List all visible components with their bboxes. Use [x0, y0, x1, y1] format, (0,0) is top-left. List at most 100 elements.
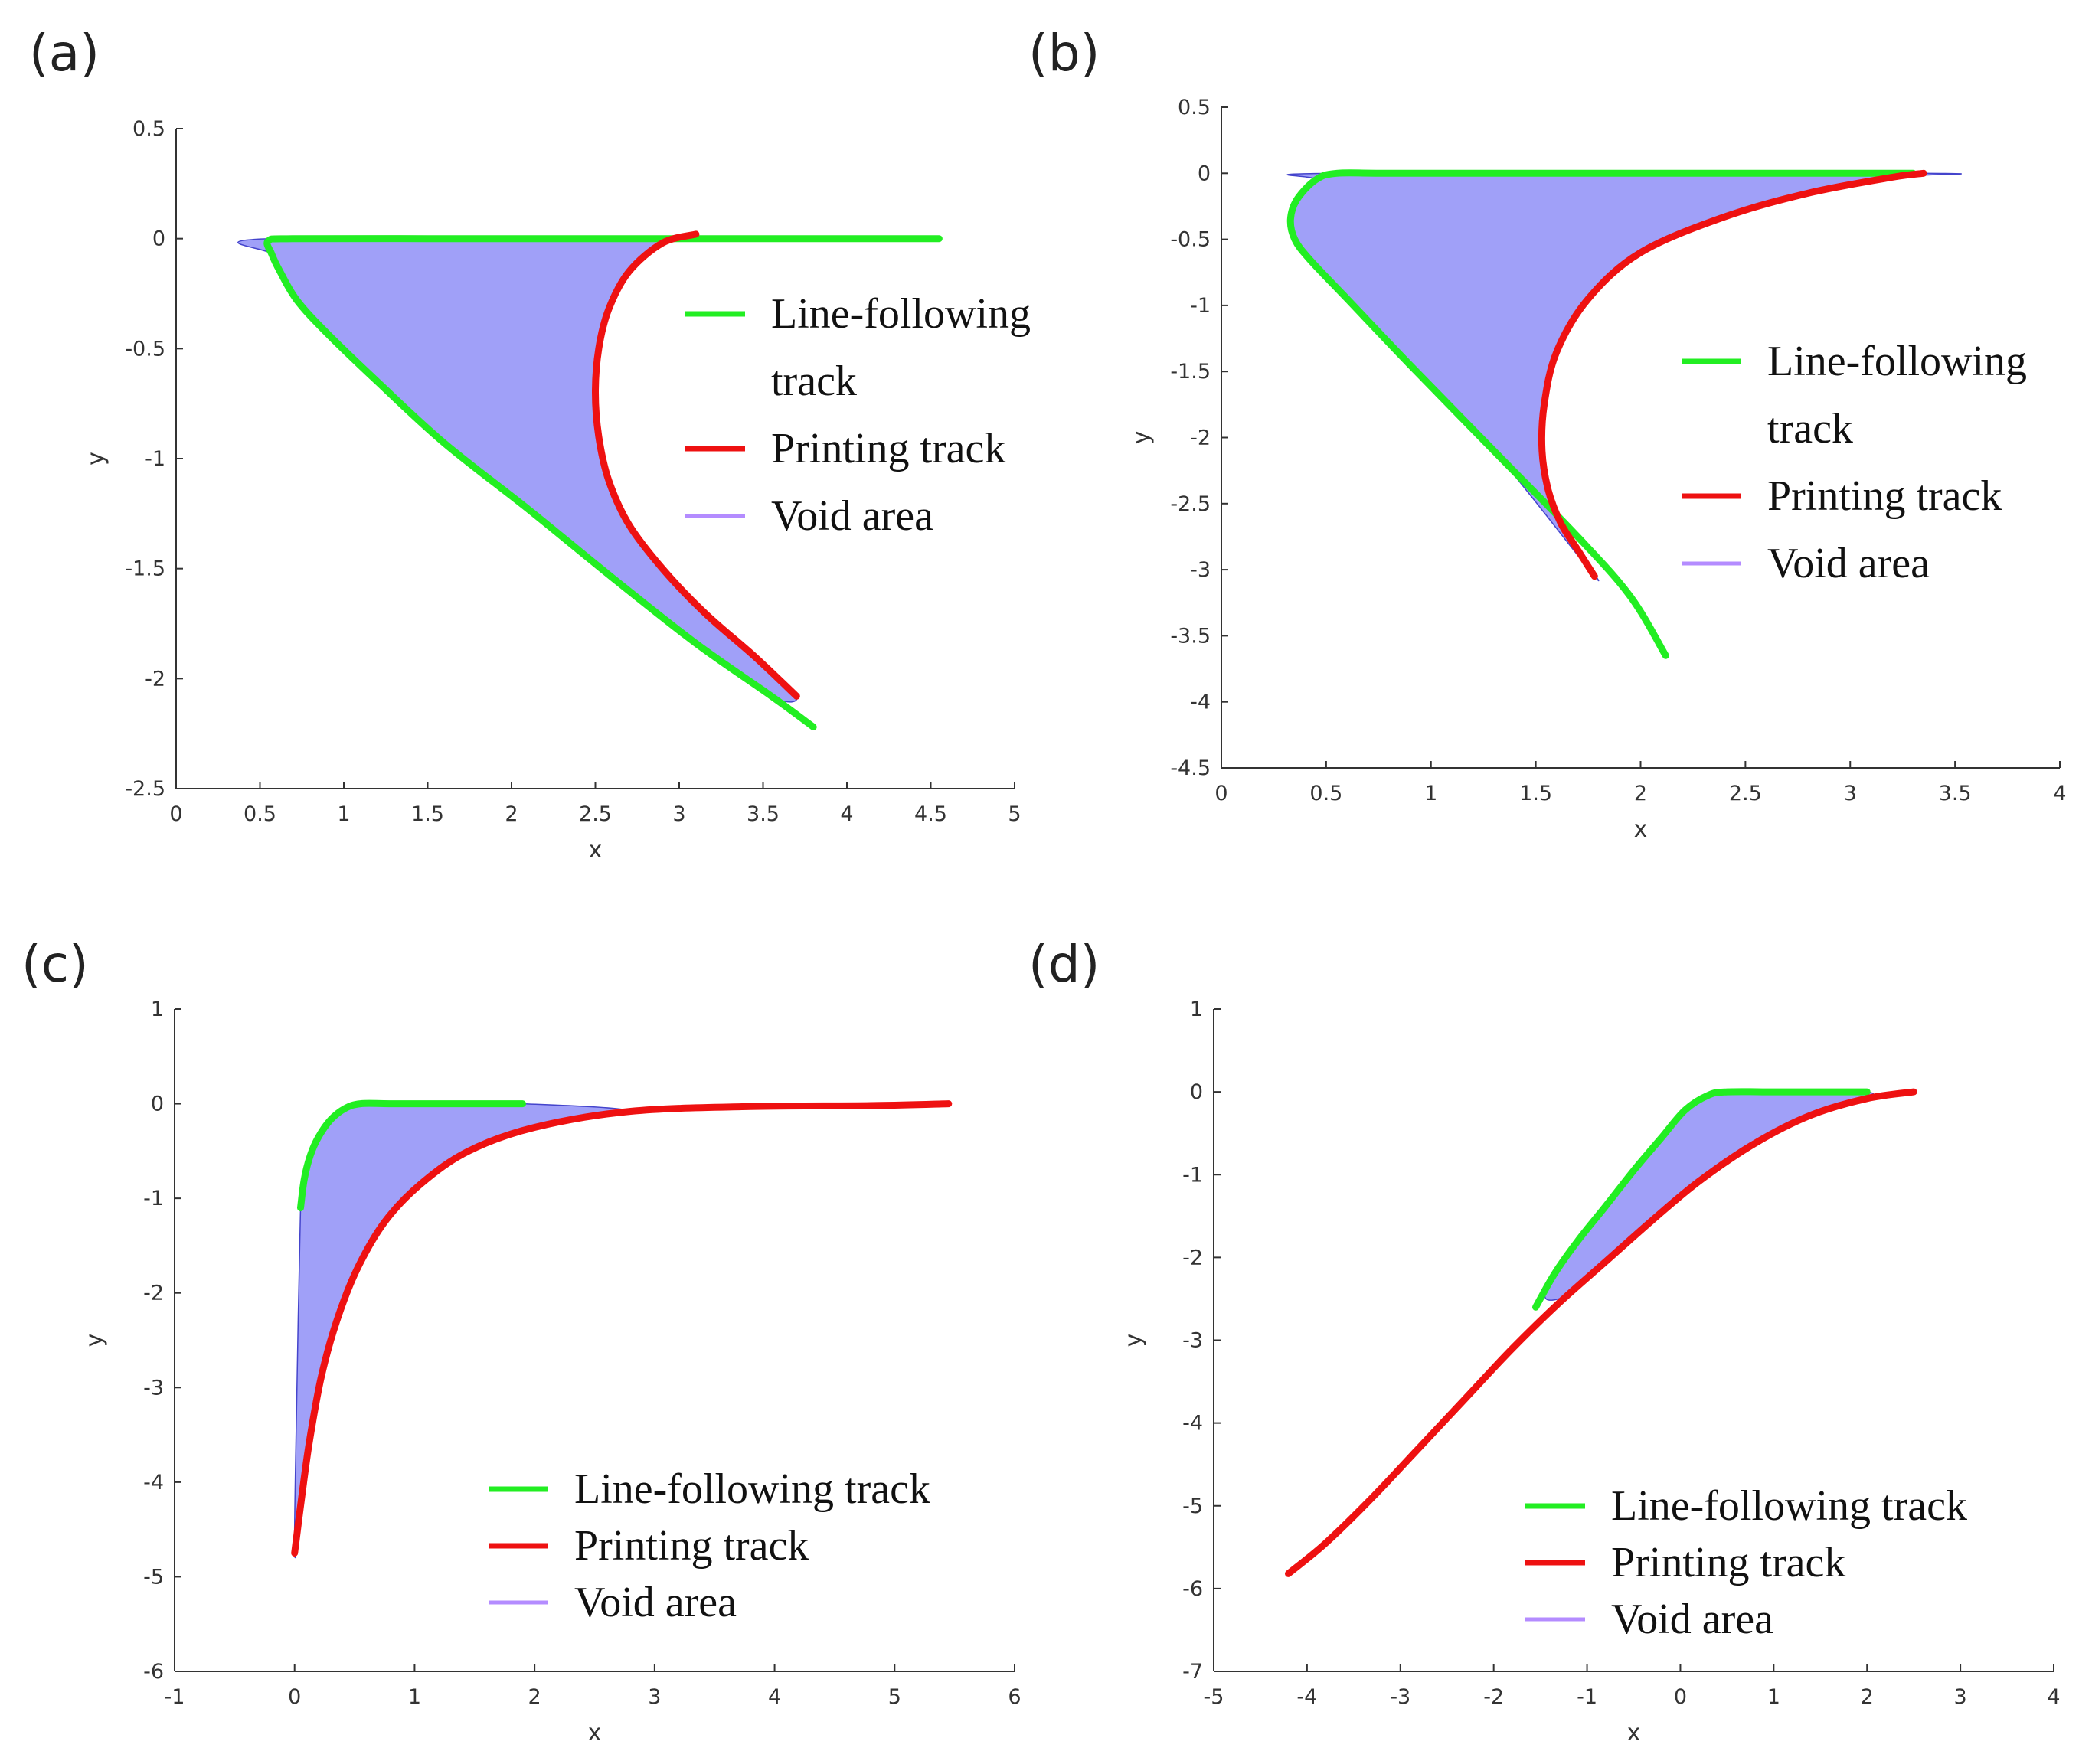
chart-panel-c: -1 0 1 2 3 4 5 6 -6 -5 -4 -3 -2 -1 0 1 x y Line-following … [81, 998, 1021, 1746]
y-tick-label: -1 [1190, 294, 1211, 318]
x-tick-label: 3 [1844, 782, 1857, 805]
y-tick-label: -4.5 [1170, 756, 1211, 780]
legend-label: Printing track [574, 1522, 809, 1570]
printing-track-line [291, 1100, 953, 1557]
y-tick-label: -1 [143, 1187, 164, 1210]
x-tick-label: -4 [1296, 1685, 1317, 1709]
axes: -1 0 1 2 3 4 5 6 -6 -5 -4 -3 -2 -1 0 1 x y [81, 998, 1021, 1746]
y-tick-label: -6 [1182, 1577, 1203, 1601]
y-tick-label: 0.5 [132, 117, 165, 141]
y-tick-label: 0.5 [1178, 96, 1211, 119]
y-tick-label: 1 [1190, 998, 1203, 1021]
legend-label: Printing track [1611, 1539, 1845, 1586]
y-tick-label: -1.5 [1170, 360, 1211, 384]
x-axis-label: x [588, 1720, 602, 1746]
x-tick-label: 0 [169, 802, 182, 826]
legend-label: Line-following track [1611, 1482, 1967, 1530]
y-axis-label: y [1120, 1334, 1147, 1348]
x-tick-label: 4 [840, 802, 853, 826]
y-tick-label: -2 [1182, 1246, 1203, 1269]
panel-label-a: (a) [29, 24, 100, 83]
x-tick-label: 1 [337, 802, 350, 826]
x-axis-label: x [1627, 1720, 1641, 1746]
axes: -5 -4 -3 -2 -1 0 1 2 3 4 -7 -6 -5 -4 -3 -2 -1 0 1 x y [1120, 998, 2061, 1746]
legend-label: track [771, 358, 857, 405]
x-tick-label: 2 [505, 802, 518, 826]
y-axis-label: y [1128, 431, 1155, 445]
chart-panel-b: 0 0.5 1 1.5 2 2.5 3 3.5 4 -4.5 -4 -3.5 -3 -2.5 -2 -1.5 -… [1128, 96, 2067, 843]
legend: Line-following track Printing track Void a… [1525, 1482, 1967, 1643]
legend-label: Printing track [771, 425, 1005, 472]
x-tick-label: 0.5 [1309, 782, 1342, 805]
x-tick-label: 1 [408, 1685, 421, 1709]
y-tick-label: -1 [1182, 1163, 1203, 1187]
x-tick-label: -1 [165, 1685, 185, 1709]
x-tick-label: -2 [1483, 1685, 1504, 1709]
legend-label: Line-following [771, 290, 1031, 338]
y-tick-label: 0 [1198, 162, 1211, 185]
legend-label: Printing track [1767, 472, 2002, 520]
x-tick-label: 0.5 [244, 802, 276, 826]
x-tick-label: 0 [288, 1685, 301, 1709]
x-tick-label: 4.5 [914, 802, 947, 826]
legend-label: Line-following track [574, 1465, 930, 1513]
x-tick-label: 4 [2047, 1685, 2060, 1709]
y-tick-label: 0 [151, 1093, 164, 1116]
printing-track-line [592, 230, 800, 700]
x-tick-label: 5 [888, 1685, 901, 1709]
line-following-track-line [297, 1099, 526, 1211]
legend-label: Void area [1611, 1596, 1773, 1643]
y-axis-label: y [81, 1334, 108, 1348]
y-tick-label: -2 [145, 667, 165, 691]
y-tick-label: -0.5 [125, 337, 165, 361]
legend: Line-following track Printing track Void ar… [685, 290, 1031, 540]
y-tick-label: -1.5 [125, 557, 165, 581]
legend-label: Void area [1767, 540, 1930, 587]
x-tick-label: 6 [1008, 1685, 1021, 1709]
x-tick-label: 4 [2053, 782, 2066, 805]
y-tick-label: -7 [1182, 1660, 1203, 1684]
x-tick-label: 4 [768, 1685, 781, 1709]
y-tick-label: 0 [152, 227, 165, 251]
x-tick-label: 1.5 [1519, 782, 1552, 805]
y-tick-label: -3 [143, 1376, 164, 1400]
legend: Line-following track Printing track Void a… [489, 1465, 930, 1626]
y-tick-label: -5 [143, 1565, 164, 1589]
line-following-track-line [263, 234, 943, 730]
axes: 0 0.5 1 1.5 2 2.5 3 3.5 4 4.5 5 -2.5 -2 -1.5 -1 -0.5 0 0.… [83, 117, 1021, 864]
x-tick-label: 0 [1674, 1685, 1687, 1709]
y-tick-label: -2.5 [1170, 492, 1211, 516]
y-tick-label: -3.5 [1170, 624, 1211, 648]
y-tick-label: -4 [1182, 1412, 1203, 1436]
x-tick-label: 3.5 [747, 802, 780, 826]
legend-label: Void area [771, 492, 933, 540]
x-tick-label: 2 [528, 1685, 541, 1709]
y-tick-label: -2 [1190, 426, 1211, 450]
y-tick-label: -3 [1182, 1329, 1203, 1353]
legend-label: track [1767, 405, 1853, 452]
x-tick-label: 3 [1954, 1685, 1967, 1709]
legend-label: Line-following [1767, 338, 2027, 385]
x-tick-label: -1 [1577, 1685, 1597, 1709]
y-tick-label: 1 [151, 998, 164, 1021]
x-tick-label: 2 [1634, 782, 1647, 805]
chart-panel-d: -5 -4 -3 -2 -1 0 1 2 3 4 -7 -6 -5 -4 -3 -2 -1 0 1 x y Line-fo… [1120, 998, 2061, 1746]
x-axis-label: x [589, 837, 603, 864]
y-tick-label: -2.5 [125, 777, 165, 801]
x-tick-label: -5 [1204, 1685, 1224, 1709]
y-tick-label: -0.5 [1170, 228, 1211, 252]
panel-label-d: (d) [1028, 935, 1100, 994]
y-tick-label: -6 [143, 1660, 164, 1684]
line-following-track-line [1286, 169, 1917, 659]
y-tick-label: -4 [143, 1471, 164, 1494]
panel-label-c: (c) [21, 935, 89, 994]
x-tick-label: 1 [1424, 782, 1437, 805]
y-tick-label: -1 [145, 447, 165, 471]
x-tick-label: 3 [672, 802, 685, 826]
x-tick-label: 1.5 [411, 802, 444, 826]
x-tick-label: 1 [1767, 1685, 1780, 1709]
y-tick-label: -3 [1190, 558, 1211, 582]
x-tick-label: 0 [1214, 782, 1227, 805]
x-tick-label: 2 [1861, 1685, 1874, 1709]
